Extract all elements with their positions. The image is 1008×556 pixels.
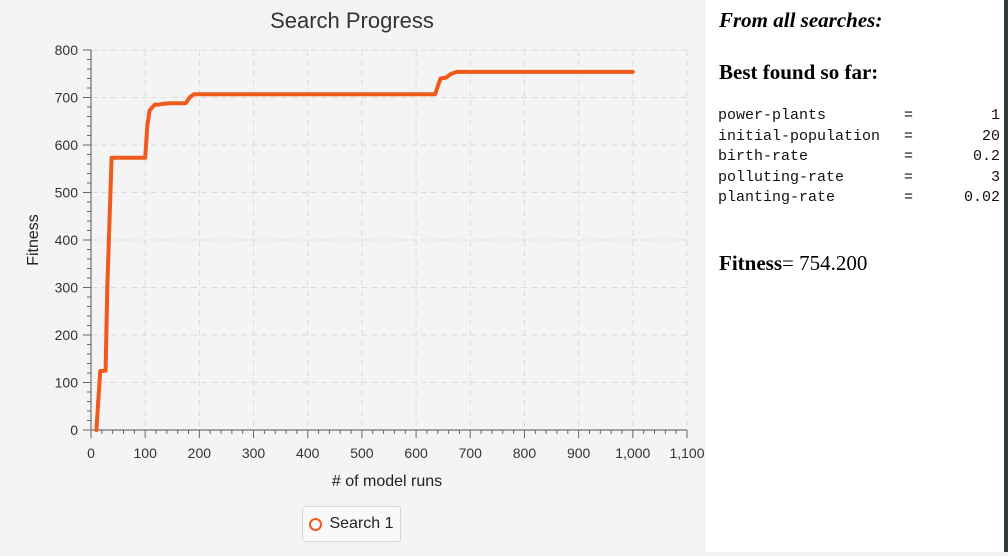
y-tick-label: 0 bbox=[70, 422, 78, 438]
param-row: planting-rate = 0.02 bbox=[718, 188, 1000, 209]
param-value: 0.2 bbox=[972, 148, 1000, 165]
param-name: birth-rate bbox=[718, 148, 809, 165]
param-row: initial-population = 20 bbox=[718, 127, 1000, 148]
fitness-value: = 754.200 bbox=[782, 251, 868, 275]
best-fitness: Fitness= 754.200 bbox=[719, 251, 867, 276]
x-tick-label: 200 bbox=[188, 445, 212, 461]
x-tick-label: 500 bbox=[350, 445, 374, 461]
param-name: power-plants bbox=[718, 107, 827, 124]
fitness-label: Fitness bbox=[719, 251, 782, 275]
param-row: power-plants = 1 bbox=[718, 106, 1000, 127]
parameter-list: power-plants = 1 initial-population = 20… bbox=[718, 106, 1000, 209]
x-tick-label: 1,100 bbox=[669, 445, 704, 461]
param-value: 20 bbox=[981, 127, 1000, 145]
y-tick-label: 800 bbox=[55, 42, 79, 58]
y-tick-label: 100 bbox=[55, 375, 79, 391]
x-tick-label: 900 bbox=[567, 445, 591, 461]
y-tick-label: 300 bbox=[55, 280, 79, 296]
param-name: initial-population bbox=[718, 127, 881, 145]
y-tick-label: 400 bbox=[55, 232, 79, 248]
x-tick-label: 800 bbox=[513, 445, 537, 461]
x-tick-label: 1,000 bbox=[615, 445, 650, 461]
param-value: 0.02 bbox=[963, 189, 1000, 206]
legend-search-1[interactable]: Search 1 bbox=[302, 506, 401, 542]
legend-label: Search 1 bbox=[329, 515, 394, 532]
x-axis-label: # of model runs bbox=[332, 473, 442, 490]
all-searches-heading: From all searches: bbox=[719, 8, 883, 32]
param-value: 3 bbox=[990, 168, 1000, 186]
series-marker-icon bbox=[309, 517, 323, 531]
info-panel: From all searches: Best found so far: po… bbox=[706, 0, 1008, 552]
x-tick-label: 300 bbox=[242, 445, 266, 461]
param-row: polluting-rate = 3 bbox=[718, 168, 1000, 189]
param-equals: = bbox=[904, 148, 914, 165]
x-tick-label: 600 bbox=[404, 445, 428, 461]
x-tick-label: 0 bbox=[87, 445, 95, 461]
best-found-heading: Best found so far: bbox=[719, 60, 879, 84]
param-name: planting-rate bbox=[718, 189, 836, 206]
param-equals: = bbox=[904, 127, 914, 145]
y-tick-label: 600 bbox=[55, 137, 79, 153]
y-tick-label: 500 bbox=[55, 185, 79, 201]
x-tick-label: 700 bbox=[459, 445, 483, 461]
x-tick-label: 100 bbox=[134, 445, 158, 461]
series-line-search-1 bbox=[94, 69, 635, 432]
chart-panel: 0 100 200 300 400 500 600 700 800 900 1,000 1,100 0 1… bbox=[25, 8, 705, 542]
param-name: polluting-rate bbox=[718, 168, 845, 186]
param-equals: = bbox=[904, 107, 914, 124]
param-equals: = bbox=[904, 168, 914, 186]
y-tick-label: 200 bbox=[55, 327, 79, 343]
y-tick-label: 700 bbox=[55, 90, 79, 106]
y-axis-label: Fitness bbox=[25, 214, 42, 266]
search-progress-chart: 0 100 200 300 400 500 600 700 800 900 1,000 1,100 0 1… bbox=[25, 8, 705, 490]
param-equals: = bbox=[904, 189, 914, 206]
param-value: 1 bbox=[990, 107, 1000, 124]
chart-title: Search Progress bbox=[270, 8, 434, 33]
param-row: birth-rate = 0.2 bbox=[718, 147, 1000, 168]
x-tick-label: 400 bbox=[296, 445, 320, 461]
